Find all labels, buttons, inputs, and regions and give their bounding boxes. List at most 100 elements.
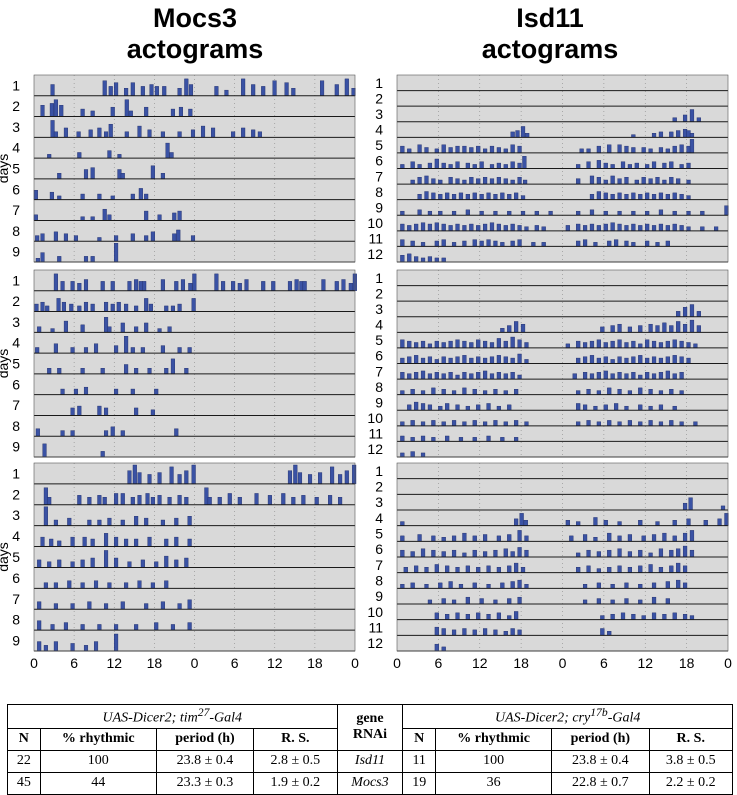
activity-bar	[665, 370, 670, 380]
activity-bar	[330, 466, 335, 485]
activity-bar	[344, 78, 349, 96]
activity-bar	[107, 326, 112, 333]
left-genotype-sup: 27	[197, 706, 210, 719]
activity-bar	[448, 225, 453, 232]
activity-bar	[441, 144, 446, 154]
activity-bar	[631, 192, 636, 200]
day-label: 7	[12, 397, 20, 413]
right-genotype-tail: -Gal4	[607, 710, 641, 726]
activity-bar	[524, 535, 529, 542]
activity-bar	[154, 622, 159, 631]
activity-bar	[662, 162, 667, 169]
activity-bar	[658, 404, 664, 411]
activity-bar	[496, 223, 501, 232]
activity-bar	[40, 301, 45, 312]
panel-background	[34, 75, 355, 262]
day-label: 3	[12, 507, 20, 523]
x-tick-label: 18	[147, 655, 163, 671]
activity-bar	[455, 178, 460, 185]
activity-bar	[510, 131, 515, 138]
activity-bar	[476, 225, 481, 232]
activity-bar	[503, 225, 508, 232]
activity-bar	[448, 177, 453, 185]
activity-bar	[441, 342, 446, 349]
activity-bar	[49, 191, 54, 200]
activity-bar	[579, 148, 584, 154]
activity-bar	[407, 148, 412, 154]
activity-bar	[496, 177, 501, 185]
activity-bar	[617, 548, 622, 558]
activity-bar	[617, 223, 622, 232]
activity-bar	[503, 373, 508, 380]
day-label: 4	[12, 528, 20, 544]
activity-bar	[617, 356, 622, 364]
activity-bar	[576, 178, 581, 185]
activity-bar	[451, 194, 457, 200]
day-label: 6	[12, 376, 20, 392]
activity-bar	[47, 561, 52, 568]
activity-bar	[648, 405, 653, 411]
activity-bar	[645, 223, 650, 232]
activity-bar	[410, 451, 415, 458]
activity-bar	[191, 464, 196, 485]
activity-bar	[70, 347, 75, 354]
activity-bar	[341, 279, 346, 291]
activity-bar	[610, 164, 615, 169]
activity-bar	[441, 257, 446, 263]
activity-bar	[47, 497, 52, 505]
day-label: 5	[375, 526, 383, 542]
activity-bar	[53, 273, 58, 291]
activity-bar	[593, 405, 598, 411]
activity-bar	[451, 535, 457, 542]
x-tick-label: 18	[679, 655, 695, 671]
activity-bar	[665, 356, 670, 364]
activity-bar	[686, 145, 691, 154]
activity-bar	[489, 164, 495, 169]
activity-bar	[665, 240, 670, 247]
activity-bar	[462, 340, 467, 349]
activity-bar	[651, 582, 657, 589]
activity-bar	[144, 322, 149, 333]
activity-bar	[241, 127, 246, 138]
x-tick-label: 6	[70, 655, 78, 671]
activity-bar	[472, 420, 477, 427]
activity-bar	[424, 191, 429, 200]
activity-bar	[70, 536, 75, 547]
activity-bar	[137, 495, 142, 505]
activity-bar	[582, 356, 588, 364]
activity-bar	[658, 548, 664, 558]
activity-bar	[192, 273, 197, 291]
activity-bar	[482, 628, 488, 636]
left-genotype-tail: -Gal4	[209, 710, 243, 726]
activity-bar	[97, 624, 102, 631]
activity-bar	[596, 177, 601, 185]
activity-bar	[132, 464, 137, 485]
activity-bar	[455, 567, 460, 573]
activity-bar	[93, 641, 99, 652]
day-label: 9	[375, 199, 383, 215]
activity-bar	[462, 628, 467, 636]
activity-bar	[603, 223, 608, 232]
activity-bar	[130, 388, 135, 395]
activity-bar	[482, 148, 488, 154]
activity-bar	[500, 242, 505, 247]
activity-bar	[224, 89, 229, 96]
activity-bar	[548, 210, 553, 216]
right-genotype-sup: 17b	[590, 706, 608, 719]
activity-bar	[624, 240, 629, 247]
activity-bar	[90, 167, 95, 180]
activity-bar	[108, 86, 113, 96]
day-label: 8	[12, 612, 20, 628]
activity-bar	[679, 225, 684, 232]
activity-bar	[596, 390, 601, 395]
day-label: 7	[12, 202, 20, 218]
activity-bar	[451, 210, 457, 216]
activity-bar	[631, 372, 636, 380]
activity-bar	[97, 495, 102, 505]
activity-bar	[434, 372, 439, 380]
activity-bar	[482, 340, 488, 349]
activity-bar	[174, 428, 179, 437]
activity-bar	[410, 161, 415, 169]
cell-rhythmic-left: 100	[39, 749, 157, 773]
activity-bar	[620, 161, 626, 169]
